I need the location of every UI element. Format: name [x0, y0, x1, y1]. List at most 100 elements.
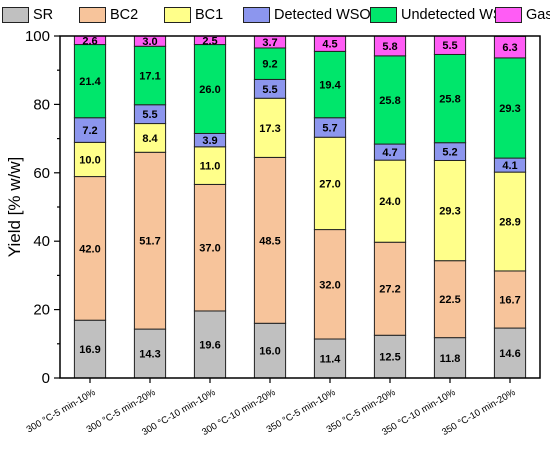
data-label-layer: 16.9 42.0 10.0 7.2 21.4 2.6 14.3 51.7 8.4 5.5 17.1… — [79, 35, 520, 365]
y-tick-label: 80 — [33, 96, 50, 113]
data-label: 5.7 — [322, 122, 337, 134]
legend-label-gas: Gas — [526, 7, 550, 23]
data-label: 11.4 — [320, 354, 342, 366]
data-label: 5.5 — [142, 109, 157, 121]
legend-label-detected-wso: Detected WSO — [274, 7, 371, 23]
data-label: 3.7 — [262, 37, 277, 49]
legend-swatch-bc2 — [79, 7, 106, 23]
data-label: 2.5 — [202, 35, 217, 47]
data-label: 26.0 — [199, 84, 220, 96]
legend-swatch-sr — [2, 7, 29, 23]
legend: SR BC2 BC1 Detected WSO Undetected WSO G… — [0, 4, 550, 26]
data-label: 51.7 — [139, 236, 160, 248]
data-label: 11.8 — [440, 353, 461, 365]
data-label: 24.0 — [379, 196, 400, 208]
bar-segment-undetected-wso — [313, 50, 347, 119]
data-label: 42.0 — [79, 243, 100, 255]
data-label: 8.4 — [142, 133, 158, 145]
data-label: 12.5 — [379, 352, 400, 364]
data-label: 9.2 — [262, 59, 277, 71]
legend-item-sr: SR — [2, 4, 53, 26]
data-label: 25.8 — [379, 95, 400, 107]
bar-segment-sr — [133, 328, 167, 379]
data-label: 21.4 — [79, 76, 101, 88]
y-tick-label: 0 — [42, 370, 50, 387]
data-label: 7.2 — [82, 125, 97, 137]
data-label: 5.5 — [442, 40, 457, 52]
data-label: 25.8 — [439, 94, 460, 106]
bar-segment-bc2 — [193, 183, 227, 312]
bar-segment-bc1 — [373, 159, 407, 243]
data-label: 4.7 — [382, 147, 397, 159]
y-axis-label: Yield [% w/w] — [5, 157, 24, 257]
legend-label-bc2: BC2 — [110, 7, 139, 23]
bar-segment-sr — [313, 338, 347, 379]
data-label: 19.4 — [319, 80, 341, 92]
bar-segment-bc2 — [253, 156, 287, 324]
bar-segment-bc2 — [73, 176, 107, 321]
data-label: 27.0 — [319, 178, 340, 190]
bar-segment-undetected-wso — [193, 44, 227, 134]
data-label: 3.9 — [202, 135, 217, 147]
data-label: 11.0 — [200, 161, 221, 173]
legend-item-gas: Gas — [495, 4, 550, 26]
data-label: 3.0 — [142, 36, 157, 48]
data-label: 29.3 — [499, 103, 520, 115]
data-label: 14.6 — [499, 348, 520, 360]
bar-segment-undetected-wso — [73, 44, 107, 119]
legend-item-detected-wso: Detected WSO — [243, 4, 371, 26]
legend-item-undetected-wso: Undetected WSO — [370, 4, 514, 26]
legend-label-bc1: BC1 — [195, 7, 224, 23]
data-label: 2.6 — [82, 35, 97, 47]
legend-swatch-detected-wso — [243, 7, 270, 23]
data-label: 37.0 — [199, 243, 220, 255]
data-label: 10.0 — [79, 154, 100, 166]
bar-segment-bc1 — [253, 97, 287, 158]
legend-swatch-undetected-wso — [370, 7, 397, 23]
data-label: 4.1 — [502, 160, 517, 172]
data-label: 17.1 — [139, 71, 160, 83]
bar-segment-bc2 — [133, 151, 167, 330]
bar-segment-bc2 — [373, 241, 407, 336]
plot-frame — [59, 35, 541, 379]
bar-segment-sr — [253, 322, 287, 379]
bar-segment-bc1 — [493, 171, 527, 272]
data-label: 22.5 — [439, 294, 460, 306]
data-label: 28.9 — [499, 217, 520, 229]
bar-segment-sr — [73, 319, 107, 379]
y-tick-label: 60 — [33, 165, 50, 182]
bar-segment-sr — [373, 334, 407, 379]
bar-layer — [73, 35, 527, 379]
bar-segment-sr — [493, 327, 527, 379]
bar-segment-bc1 — [73, 141, 107, 178]
bar-segment-undetected-wso — [253, 47, 287, 80]
data-label: 5.2 — [442, 147, 457, 159]
data-label: 14.3 — [139, 349, 160, 361]
bar-segment-undetected-wso — [493, 57, 527, 159]
data-label: 16.0 — [259, 346, 280, 358]
bar-segment-sr — [193, 310, 227, 379]
data-label: 48.5 — [259, 235, 280, 247]
y-tick-label: 20 — [33, 302, 50, 319]
bar-segment-undetected-wso — [373, 55, 407, 145]
data-label: 5.8 — [382, 41, 397, 53]
bar-segment-bc2 — [313, 229, 347, 340]
data-label: 19.6 — [199, 339, 220, 351]
legend-item-bc1: BC1 — [164, 4, 223, 26]
data-label: 32.0 — [319, 279, 340, 291]
bar-segment-bc2 — [433, 260, 467, 339]
data-label: 6.3 — [502, 42, 517, 54]
data-label: 16.7 — [499, 295, 520, 307]
data-label: 16.9 — [79, 344, 100, 356]
data-label: 27.2 — [379, 284, 400, 296]
legend-swatch-bc1 — [164, 7, 191, 23]
bar-segment-undetected-wso — [433, 53, 467, 144]
legend-swatch-gas — [495, 7, 522, 23]
data-label: 17.3 — [259, 123, 280, 135]
legend-label-undetected-wso: Undetected WSO — [401, 7, 514, 23]
bar-segment-bc1 — [313, 136, 347, 231]
bar-segment-bc1 — [133, 123, 167, 153]
data-label: 4.5 — [322, 39, 337, 51]
y-tick-label: 100 — [25, 28, 50, 45]
